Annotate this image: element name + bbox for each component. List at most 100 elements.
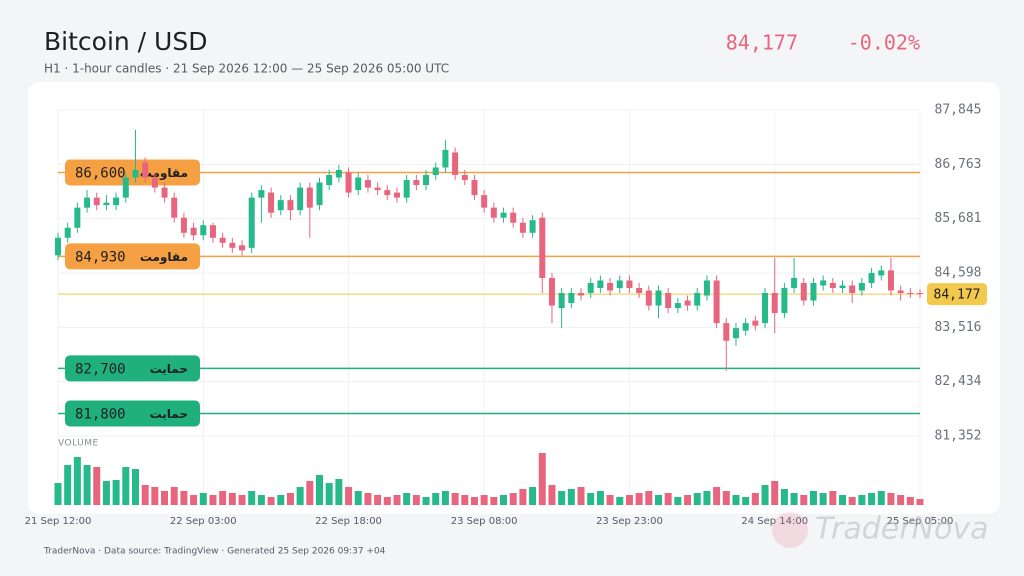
candle-body [84, 197, 91, 208]
volume-bar [219, 491, 227, 505]
candle-body [239, 245, 246, 251]
volume-bar [64, 465, 72, 505]
candle-body [645, 290, 652, 306]
volume-bar [780, 489, 788, 505]
x-tick-label: 25 Sep 05:00 [887, 516, 954, 527]
panel [28, 82, 1000, 514]
candle-body [519, 222, 526, 233]
candle-body [374, 187, 381, 191]
candle-body [461, 175, 468, 181]
candle-body [887, 270, 894, 291]
candle-body [558, 293, 565, 309]
volume-bar [93, 467, 101, 505]
candle-body [200, 225, 207, 236]
candle-body [636, 287, 643, 294]
volume-bar [684, 495, 692, 505]
x-tick-label: 24 Sep 14:00 [741, 516, 808, 527]
volume-bar [257, 495, 265, 505]
footer: TraderNova · Data source: TradingView · … [43, 547, 386, 557]
level-name: حمایت [150, 407, 188, 421]
header-change: -0.02% [848, 31, 920, 55]
volume-bar [306, 481, 314, 505]
volume-bar [606, 495, 614, 505]
candle-body [849, 285, 856, 294]
candle-body [684, 300, 691, 306]
volume-bar [800, 495, 808, 505]
volume-bar [364, 493, 372, 505]
candle-body [151, 177, 158, 188]
y-tick-label: 86,763 [935, 157, 982, 172]
volume-title: VOLUME [58, 439, 99, 449]
candle-body [510, 212, 517, 223]
candle-body [578, 293, 585, 296]
candle-body [268, 192, 275, 213]
level-value: 86,600 [75, 166, 126, 182]
volume-bar [916, 499, 924, 505]
candle-body [674, 303, 681, 309]
level-badge [65, 355, 200, 382]
candle-body [393, 192, 400, 198]
candle-body [616, 280, 623, 288]
candle-body [607, 282, 614, 291]
volume-bar [877, 491, 885, 505]
candle-body [665, 293, 672, 309]
volume-bar [500, 495, 508, 505]
volume-bar [151, 487, 159, 505]
y-tick-label: 85,681 [935, 211, 982, 226]
volume-bar [480, 495, 488, 505]
level-badge [65, 243, 200, 270]
volume-bar [519, 489, 527, 505]
volume-bar [238, 495, 246, 505]
candle-body [548, 277, 555, 306]
volume-bar [412, 495, 420, 505]
candle-body [423, 175, 430, 186]
candle-body [800, 282, 807, 301]
candle-body [171, 197, 178, 218]
volume-bar [529, 487, 537, 505]
candle-body [403, 180, 410, 198]
volume-bar [839, 495, 847, 505]
volume-bar [461, 495, 469, 505]
candle-body [820, 280, 827, 286]
volume-bar [83, 465, 91, 505]
candle-body [839, 285, 846, 288]
volume-bar [141, 485, 149, 505]
volume-bar [422, 497, 430, 505]
level-name: مقاومت [140, 166, 188, 181]
candle-body [413, 180, 420, 186]
volume-bar [577, 487, 585, 505]
watermark: TraderNova [815, 512, 988, 547]
volume-bar [354, 491, 362, 505]
last-price-label: 84,177 [934, 288, 981, 303]
volume-bar [54, 483, 62, 505]
volume-bar [286, 493, 294, 505]
volume-bar [432, 493, 440, 505]
volume-bar [732, 495, 740, 505]
header-price: 84,177 [726, 31, 798, 55]
volume-bar [751, 493, 759, 505]
candle-body [364, 180, 371, 188]
volume-bar [897, 495, 905, 505]
candle-body [93, 197, 100, 206]
volume-bar [722, 491, 730, 505]
candle-body [907, 293, 914, 295]
watermark-logo [772, 512, 808, 548]
volume-bar [858, 495, 866, 505]
candle-body [791, 277, 798, 288]
volume-bar [161, 491, 169, 505]
candle-body [355, 177, 362, 191]
candle-body [897, 290, 904, 294]
candle-body [248, 197, 255, 248]
candle-body [917, 293, 923, 295]
level-value: 82,700 [75, 361, 126, 377]
volume-bar [248, 491, 256, 505]
volume-bar [868, 493, 876, 505]
volume-bar [664, 493, 672, 505]
candle-body [345, 172, 352, 193]
volume-bar [829, 491, 837, 505]
y-tick-label: 84,598 [935, 266, 982, 281]
volume-bar [848, 497, 856, 505]
y-tick-label: 83,516 [935, 320, 982, 335]
volume-bar [403, 493, 411, 505]
volume-bar [451, 493, 459, 505]
